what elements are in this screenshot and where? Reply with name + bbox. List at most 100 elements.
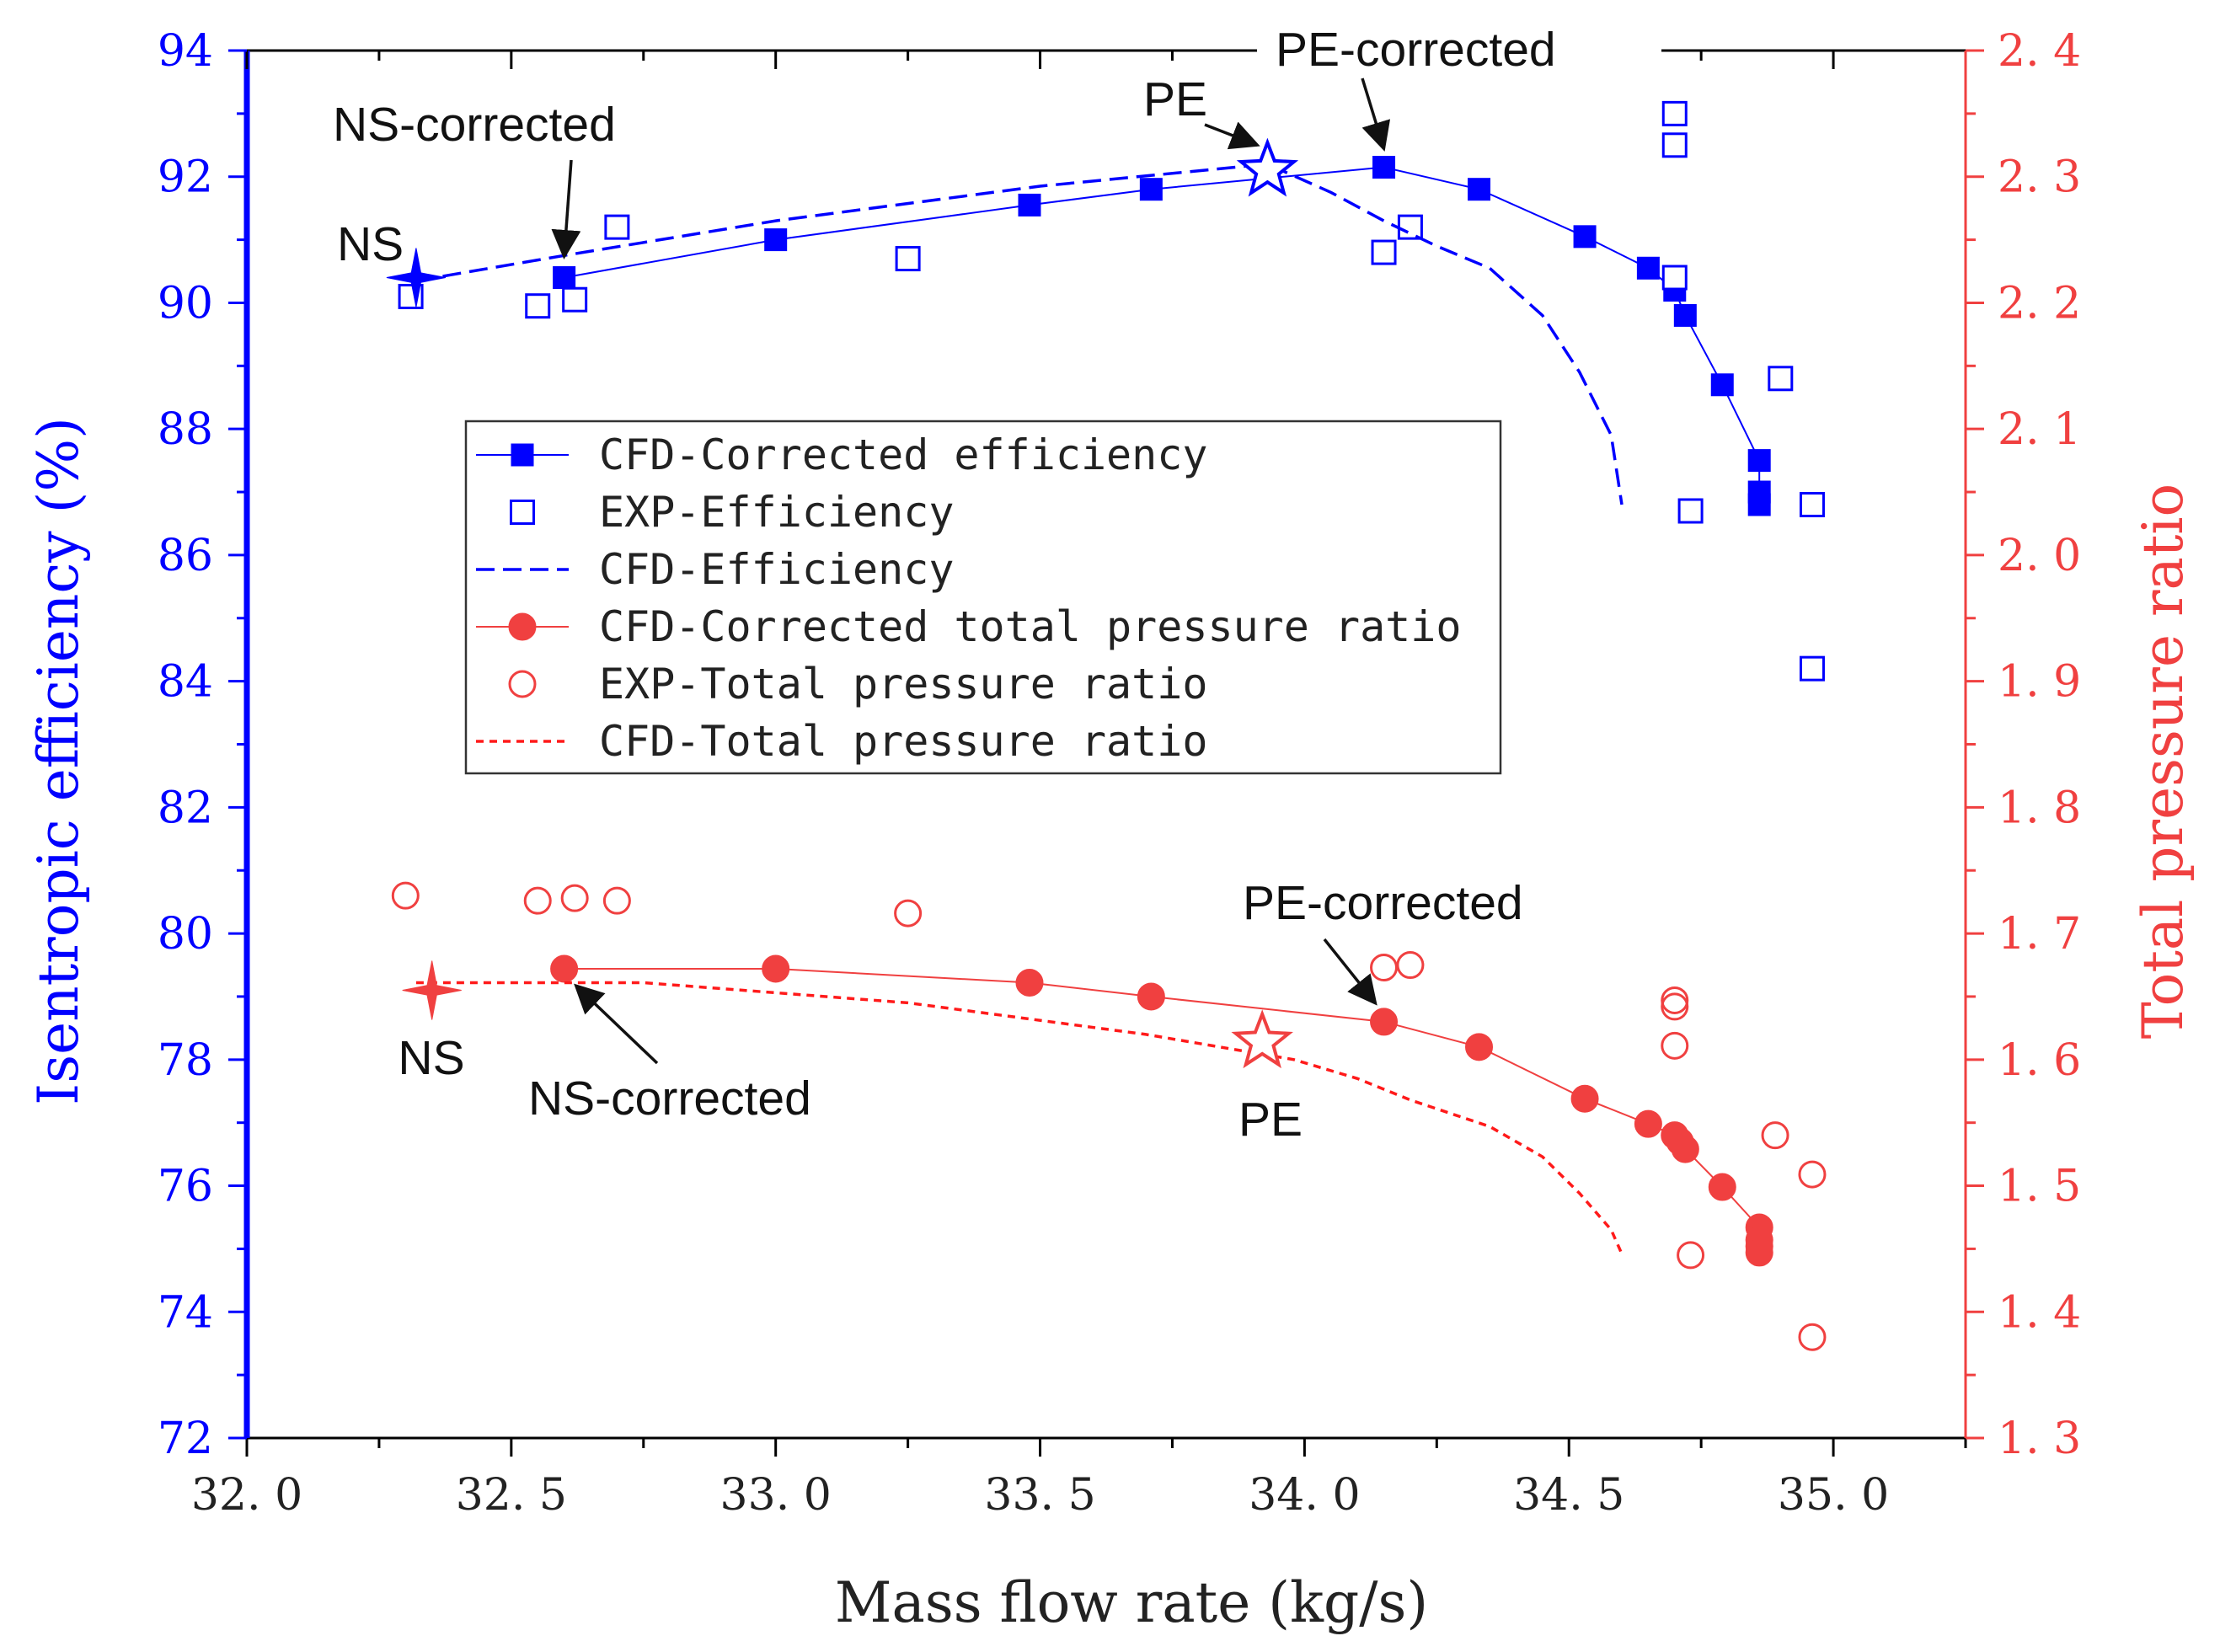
data-point xyxy=(1370,1008,1399,1036)
data-point xyxy=(523,886,552,915)
data-point xyxy=(1573,225,1597,249)
legend-symbol xyxy=(508,612,537,641)
series-exp-total-pressure-ratio xyxy=(391,881,1827,1351)
data-point xyxy=(895,246,921,272)
data-point xyxy=(1799,655,1825,682)
legend-label: CFD-Corrected efficiency xyxy=(599,430,1207,479)
y-right-tick-label: 2. 2 xyxy=(1998,278,2081,329)
data-point xyxy=(1661,132,1688,158)
axes: 32. 0 32. 5 33. 0 33. 5 34. 0 34. 5 35. 0 72 74 7… xyxy=(26,26,2196,1635)
y-left-tick-label: 82 xyxy=(158,783,213,833)
annotation-background xyxy=(1257,17,1661,79)
data-point xyxy=(1747,449,1771,473)
x-tick-label: 32. 0 xyxy=(191,1470,302,1521)
x-tick-label: 33. 5 xyxy=(984,1470,1095,1521)
y-right-tick-label: 1. 5 xyxy=(1998,1162,2081,1212)
data-point xyxy=(1371,239,1397,265)
x-axis-title: Mass flow rate (kg/s) xyxy=(835,1570,1428,1635)
y-right-tick-label: 1. 6 xyxy=(1998,1035,2081,1086)
annotation-arrow xyxy=(1361,78,1391,152)
y-left-tick-label: 92 xyxy=(158,152,213,203)
data-point xyxy=(1708,1173,1736,1201)
legend: CFD-Corrected efficiency EXP-Efficiency CF… xyxy=(464,420,1502,775)
data-point xyxy=(604,214,630,240)
legend-entry: EXP-Efficiency xyxy=(510,488,954,537)
data-point xyxy=(1018,193,1041,217)
annotation-arrow xyxy=(1323,938,1377,1006)
data-point xyxy=(1661,986,1689,1014)
legend-entry: CFD-Corrected total pressure ratio xyxy=(476,602,1462,651)
y-right-tick-label: 2. 3 xyxy=(1998,152,2081,203)
pe-point-marker xyxy=(1231,1009,1293,1069)
series-cfd-efficiency xyxy=(415,163,1624,505)
y-right-tick-label: 2. 0 xyxy=(1998,531,2081,581)
series-line xyxy=(415,163,1624,505)
data-point xyxy=(1396,951,1425,980)
x-tick-label: 33. 0 xyxy=(720,1470,832,1521)
y-right-tick-label: 1. 9 xyxy=(1998,657,2081,708)
series-layer xyxy=(386,100,1827,1351)
legend-entry: EXP-Total pressure ratio xyxy=(508,660,1207,708)
legend-label: EXP-Total pressure ratio xyxy=(599,660,1207,708)
annotation-label: NS-corrected xyxy=(528,1072,811,1125)
data-point xyxy=(1798,1160,1827,1189)
data-point xyxy=(391,881,420,910)
legend-symbol xyxy=(508,670,537,698)
legend-symbol xyxy=(510,500,535,525)
ns-point-marker xyxy=(402,960,462,1020)
annotation-label: NS xyxy=(398,1031,464,1085)
y-left-tick-label: 78 xyxy=(158,1035,213,1086)
data-point xyxy=(1661,265,1688,291)
pe-point-marker xyxy=(1236,137,1299,197)
y-left-tick-label: 94 xyxy=(158,26,213,77)
annotation-label: PE xyxy=(1143,72,1207,126)
data-point xyxy=(602,886,631,915)
x-tick-label: 32. 5 xyxy=(456,1470,567,1521)
ns-point-marker xyxy=(386,248,446,307)
legend-entry: CFD-Total pressure ratio xyxy=(476,717,1207,766)
data-point xyxy=(550,954,579,983)
data-point xyxy=(1137,982,1165,1011)
y-left-tick-label: 88 xyxy=(158,404,213,455)
data-point xyxy=(1468,178,1491,201)
data-point xyxy=(894,899,923,928)
y-left-tick-label: 72 xyxy=(158,1414,213,1464)
y-right-axis-title: Total pressure ratio xyxy=(2131,484,2196,1040)
data-point xyxy=(1799,492,1825,518)
data-point xyxy=(1745,1238,1773,1267)
data-point xyxy=(1768,366,1794,392)
y-left-axis-title: Isentropic efficiency (%) xyxy=(26,417,91,1105)
series-cfd-corrected-total-pressure-ratio xyxy=(550,954,1773,1267)
legend-box xyxy=(464,420,1502,775)
data-point xyxy=(1397,214,1423,240)
y-left-tick-label: 90 xyxy=(158,278,213,329)
annotations: NS-corrected PE PE-corrected NS NS-corrected… xyxy=(333,17,1661,1147)
annotation-arrow xyxy=(551,159,581,259)
data-point xyxy=(1677,1241,1705,1270)
data-point xyxy=(1747,493,1771,516)
data-point xyxy=(1671,1135,1699,1163)
y-left-tick-label: 80 xyxy=(158,909,213,960)
data-point xyxy=(1710,373,1734,397)
data-point xyxy=(1139,178,1163,201)
series-line xyxy=(564,166,1761,505)
annotation-arrow xyxy=(574,983,659,1065)
legend-label: EXP-Efficiency xyxy=(599,488,954,537)
x-tick-label: 34. 5 xyxy=(1513,1470,1624,1521)
legend-label: CFD-Efficiency xyxy=(599,545,954,594)
y-right-tick-label: 2. 1 xyxy=(1998,404,2081,455)
series-cfd-total-pressure-ratio xyxy=(415,981,1624,1255)
y-right-tick-label: 1. 3 xyxy=(1998,1414,2081,1464)
x-tick-label: 34. 0 xyxy=(1249,1470,1360,1521)
data-point xyxy=(1015,968,1044,997)
legend-entry: CFD-Efficiency xyxy=(476,545,954,594)
data-point xyxy=(525,293,551,319)
series-line xyxy=(415,981,1624,1255)
y-right-tick-label: 1. 8 xyxy=(1998,783,2081,833)
data-point xyxy=(1661,1031,1689,1060)
data-point xyxy=(1465,1033,1494,1061)
data-point xyxy=(1661,100,1688,126)
data-point xyxy=(1661,992,1689,1021)
annotation-arrow xyxy=(1204,121,1260,150)
